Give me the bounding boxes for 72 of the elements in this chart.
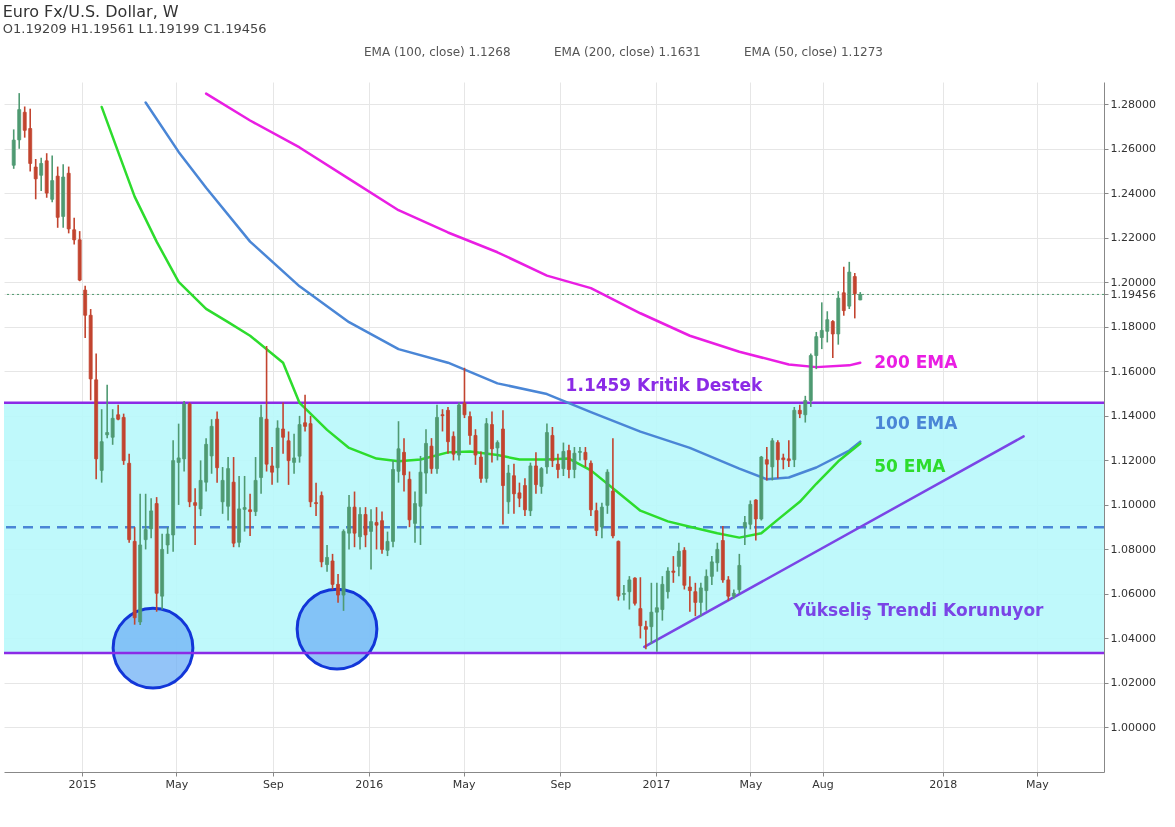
y-tick-label: 1.14000	[1110, 409, 1156, 423]
y-tick-label: 1.12000	[1110, 453, 1156, 467]
series-label: 100 EMA	[874, 412, 959, 433]
x-tick-label: May	[165, 777, 189, 791]
candlestick	[187, 401, 192, 508]
candlestick	[275, 419, 280, 484]
y-tick-label: 1.02000	[1110, 676, 1156, 690]
x-tick-label: Sep	[262, 777, 284, 791]
x-tick-label: 2017	[642, 777, 671, 791]
candlestick	[583, 446, 588, 468]
candlestick	[550, 426, 555, 468]
candlestick	[264, 345, 269, 473]
series-label: 50 EMA	[874, 456, 947, 477]
candlestick	[363, 506, 368, 548]
candlestick	[429, 437, 434, 475]
y-tick-label: 1.18000	[1110, 320, 1156, 334]
candlestick	[143, 492, 148, 551]
y-tick-label: 1.04000	[1110, 631, 1156, 645]
y-tick-label: 1.00000	[1110, 720, 1156, 734]
x-tick-label: May	[452, 777, 477, 791]
candlestick	[352, 490, 357, 548]
candlestick	[484, 417, 489, 484]
x-tick-label: Aug	[812, 777, 834, 791]
y-tick-label: 1.10000	[1110, 498, 1156, 512]
candlestick	[627, 575, 632, 611]
candlestick	[132, 526, 137, 626]
candlestick	[286, 430, 291, 486]
candlestick	[462, 366, 467, 419]
candlestick	[594, 501, 599, 537]
candlestick	[605, 468, 610, 515]
x-tick-label: 2015	[68, 777, 97, 791]
candlestick	[671, 555, 676, 584]
x-tick-label: May	[739, 777, 763, 791]
y-tick-label: 1.19456	[1110, 287, 1156, 301]
candlestick	[528, 461, 533, 517]
y-tick-label: 1.16000	[1110, 364, 1156, 378]
text: EMA (50, close) 1.1273	[744, 45, 883, 59]
x-tick-label: 2016	[355, 777, 384, 791]
candlestick	[539, 466, 544, 495]
candlestick	[495, 439, 500, 462]
candlestick	[154, 496, 159, 613]
candlestick	[407, 470, 412, 528]
ref-line-label: 1.1459 Kritik Destek	[565, 374, 764, 395]
y-tick-label: 1.08000	[1110, 542, 1156, 556]
candlestick	[638, 576, 643, 640]
text: EMA (200, close) 1.1631	[554, 45, 701, 59]
candlestick	[572, 446, 577, 479]
candlestick	[231, 456, 236, 548]
candlestick	[693, 582, 698, 617]
chart-subtitle: O1.19209 H1.19561 L1.19199 C1.19456	[2, 21, 267, 36]
candlestick	[561, 441, 566, 477]
line-series	[204, 92, 862, 369]
candlestick	[616, 539, 621, 602]
x-tick-label: May	[1026, 777, 1050, 791]
x-tick-label: Sep	[550, 777, 572, 791]
y-tick-label: 1.20000	[1110, 275, 1156, 289]
y-tick-label: 1.24000	[1110, 186, 1156, 200]
series-label: 200 EMA	[874, 351, 959, 372]
line-series	[144, 101, 862, 481]
candlestick	[506, 464, 511, 515]
x-tick-label: 2018	[929, 777, 958, 791]
series-label: Yükseliş Trendi Korunuyor	[792, 600, 1045, 621]
chart-title: Euro Fx/U.S. Dollar, W	[2, 2, 179, 21]
candlestick	[297, 415, 302, 464]
y-tick-label: 1.26000	[1110, 142, 1156, 156]
y-tick-label: 1.28000	[1110, 97, 1156, 111]
candlestick	[253, 456, 258, 517]
candlestick	[682, 546, 687, 591]
line-series	[100, 105, 862, 539]
text: EMA (100, close) 1.1268	[364, 45, 511, 59]
y-tick-label: 1.22000	[1110, 231, 1156, 245]
y-tick-label: 1.06000	[1110, 587, 1156, 601]
